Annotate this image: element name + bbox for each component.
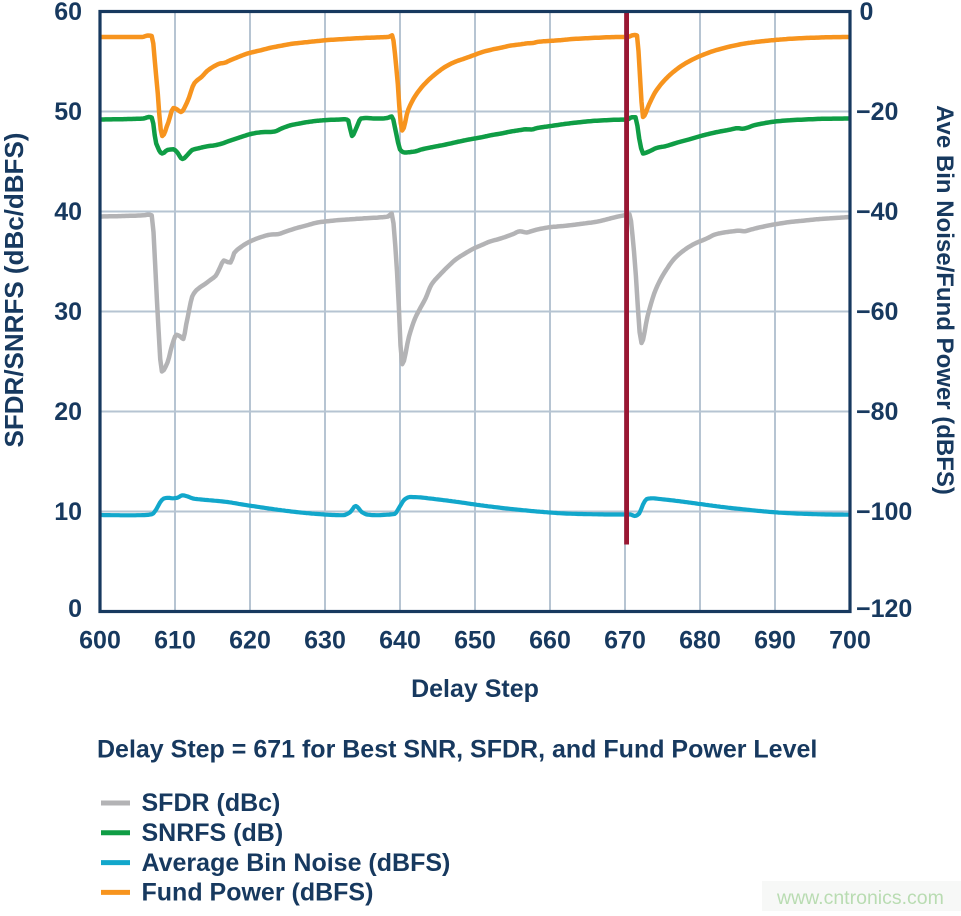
svg-text:−80: −80 [856, 398, 898, 426]
svg-text:600: 600 [79, 627, 121, 655]
svg-text:SNRFS (dB): SNRFS (dB) [142, 819, 284, 847]
svg-text:60: 60 [54, 0, 82, 26]
svg-text:640: 640 [379, 627, 421, 655]
svg-text:0: 0 [860, 0, 874, 26]
svg-text:680: 680 [679, 627, 721, 655]
svg-text:700: 700 [829, 627, 871, 655]
svg-text:−20: −20 [856, 98, 898, 126]
svg-text:Average Bin Noise (dBFS): Average Bin Noise (dBFS) [142, 849, 451, 877]
svg-text:630: 630 [304, 627, 346, 655]
svg-text:Fund Power (dBFS): Fund Power (dBFS) [142, 879, 374, 907]
svg-text:610: 610 [154, 627, 196, 655]
svg-text:−60: −60 [856, 298, 898, 326]
svg-text:www.cntronics.com: www.cntronics.com [776, 887, 944, 909]
svg-text:690: 690 [754, 627, 796, 655]
svg-text:−100: −100 [856, 498, 912, 526]
svg-text:−120: −120 [856, 595, 912, 623]
svg-text:SFDR (dBc): SFDR (dBc) [142, 789, 281, 817]
svg-text:−40: −40 [856, 198, 898, 226]
svg-text:10: 10 [54, 498, 82, 526]
svg-text:Delay Step = 671 for Best SNR,: Delay Step = 671 for Best SNR, SFDR, and… [97, 736, 817, 764]
svg-text:30: 30 [54, 298, 82, 326]
svg-text:SFDR/SNRFS (dBc/dBFS): SFDR/SNRFS (dBc/dBFS) [0, 133, 29, 448]
svg-text:650: 650 [454, 627, 496, 655]
svg-text:20: 20 [54, 398, 82, 426]
svg-text:50: 50 [54, 98, 82, 126]
svg-text:Delay Step: Delay Step [411, 675, 539, 703]
svg-text:40: 40 [54, 198, 82, 226]
svg-text:Ave Bin Noise/Fund Power (dBFS: Ave Bin Noise/Fund Power (dBFS) [931, 105, 958, 495]
svg-text:670: 670 [604, 627, 646, 655]
svg-text:660: 660 [529, 627, 571, 655]
svg-text:0: 0 [68, 595, 82, 623]
svg-text:620: 620 [229, 627, 271, 655]
